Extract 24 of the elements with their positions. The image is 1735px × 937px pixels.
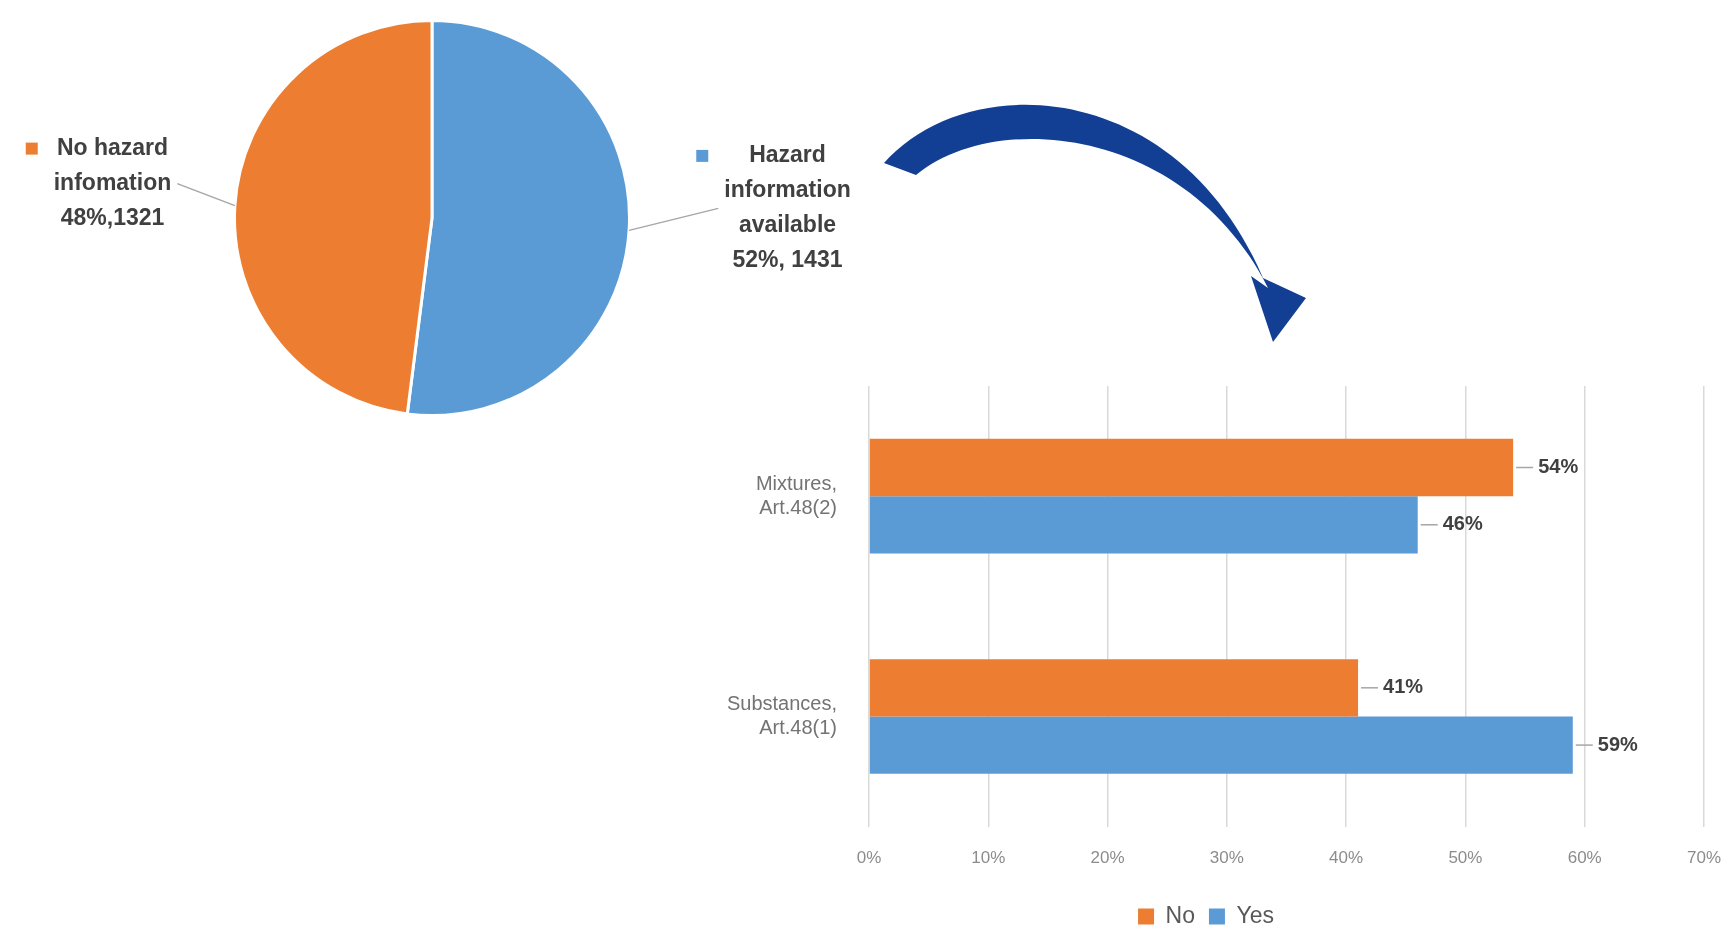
x-tick-label: 50% (1448, 848, 1483, 868)
x-tick-label: 40% (1329, 848, 1364, 868)
data-label: 54% (1538, 455, 1579, 478)
data-label: 59% (1597, 732, 1639, 755)
bar (869, 438, 1514, 497)
data-label: 41% (1383, 675, 1424, 698)
legend-label: No hazard infomation (53, 133, 172, 195)
y-tick-label: Mixtures, Art.48(2) (755, 471, 837, 518)
x-tick-label: 60% (1567, 848, 1602, 868)
legend-label: Yes (1236, 901, 1274, 928)
data-label: 46% (1442, 512, 1483, 535)
x-tick-label: 0% (856, 848, 882, 868)
data-label: 52%, 1431 (732, 246, 843, 273)
y-tick-label: Substances, Art.48(1) (726, 691, 837, 738)
bar (869, 659, 1359, 717)
legend-label: Hazard information available (724, 141, 851, 238)
x-tick-label: 30% (1209, 848, 1244, 868)
x-tick-label: 20% (1090, 848, 1125, 868)
bar (869, 716, 1573, 774)
data-label: 48%,1321 (60, 203, 165, 230)
legend-label: No (1165, 901, 1195, 928)
x-tick-label: 10% (971, 848, 1006, 868)
bar (869, 496, 1418, 554)
x-tick-label: 70% (1686, 848, 1721, 868)
